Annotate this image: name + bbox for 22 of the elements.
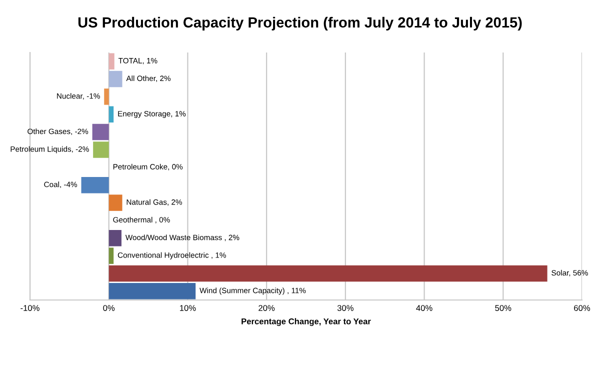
- x-tick-label: 60%: [574, 305, 590, 311]
- x-tick-label: -10%: [20, 305, 40, 311]
- x-tick-label: 0%: [103, 305, 115, 311]
- bar: [108, 283, 196, 300]
- bar: [93, 142, 109, 158]
- chart-title: US Production Capacity Projection (from July 2014 to July 2015): [78, 16, 522, 30]
- bar: [92, 124, 109, 140]
- bar: [108, 106, 114, 123]
- x-tick-label: 50%: [495, 305, 512, 311]
- bar: [108, 265, 548, 282]
- bar: [108, 70, 122, 88]
- bar: [104, 88, 109, 105]
- x-tick-label: 30%: [337, 305, 354, 311]
- x-tick-label: 40%: [416, 305, 432, 311]
- bar: [108, 53, 114, 70]
- x-tick-label: 20%: [258, 305, 275, 311]
- bar: [81, 176, 109, 194]
- bar: [108, 194, 122, 211]
- x-tick-label: 10%: [180, 305, 196, 311]
- bar: [108, 248, 114, 264]
- bar: [108, 230, 122, 246]
- x-axis-title: Percentage Change, Year to Year: [242, 318, 371, 326]
